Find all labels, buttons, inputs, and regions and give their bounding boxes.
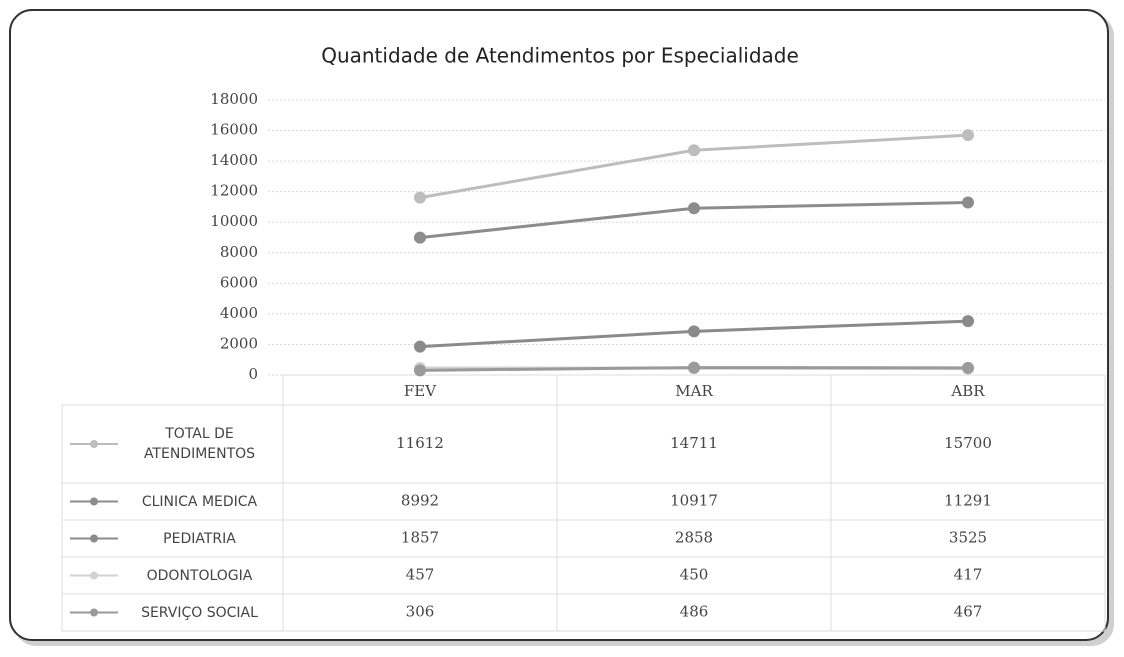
legend-key-marker: [90, 440, 98, 448]
point: [962, 361, 974, 374]
table-value: 11612: [396, 434, 444, 452]
x-tick-label: MAR: [675, 382, 713, 400]
legend-label: PEDIATRIA: [163, 530, 236, 547]
table-value: 8992: [401, 492, 439, 510]
legend-label: SERVIÇO SOCIAL: [141, 604, 258, 621]
y-tick-label: 6000: [220, 273, 258, 291]
point: [688, 144, 700, 157]
y-tick-label: 14000: [210, 151, 258, 169]
y-tick-label: 2000: [220, 334, 258, 352]
y-tick-label: 0: [248, 365, 258, 383]
y-tick-label: 18000: [210, 90, 258, 108]
y-tick-label: 16000: [210, 121, 258, 139]
point: [688, 202, 700, 215]
x-tick-label: FEV: [404, 382, 437, 400]
table-value: 306: [406, 603, 435, 621]
table-value: 15700: [944, 434, 992, 452]
legend-label: ODONTOLOGIA: [146, 567, 253, 584]
table-value: 3525: [949, 529, 987, 547]
y-tick-label: 12000: [210, 182, 258, 200]
legend-label-box: PEDIATRIA: [163, 530, 236, 547]
y-tick-label: 4000: [220, 304, 258, 322]
point: [962, 315, 974, 328]
legend-key-marker: [90, 497, 98, 506]
point: [688, 361, 700, 374]
table-value: 450: [680, 566, 709, 584]
table-value: 417: [954, 566, 983, 584]
point: [962, 196, 974, 209]
legend-label-box: ODONTOLOGIA: [146, 567, 253, 584]
legend-label-box: CLINICA MEDICA: [141, 493, 258, 510]
point: [414, 191, 426, 204]
legend-label: CLINICA MEDICA: [141, 493, 258, 510]
point: [688, 325, 700, 338]
y-tick-label: 8000: [220, 243, 258, 261]
legend-key-marker: [90, 571, 98, 580]
table-value: 11291: [944, 492, 992, 510]
y-tick-label: 10000: [210, 212, 258, 230]
point: [414, 340, 426, 353]
table-value: 1857: [401, 529, 439, 547]
point: [414, 364, 426, 377]
table-value: 486: [680, 603, 709, 621]
chart-title: Quantidade de Atendimentos por Especiali…: [321, 44, 799, 68]
legend-label-box: TOTAL DE ATENDIMENTOS: [143, 426, 256, 462]
table-value: 2858: [675, 529, 713, 547]
table-value: 10917: [670, 492, 718, 510]
point: [962, 129, 974, 142]
legend-key-marker: [90, 534, 98, 543]
table-value: 457: [406, 566, 435, 584]
point: [414, 231, 426, 244]
table-value: 14711: [670, 434, 718, 452]
legend-label: TOTAL DE ATENDIMENTOS: [143, 426, 256, 462]
x-tick-label: ABR: [950, 382, 985, 400]
table-value: 467: [954, 603, 983, 621]
legend-key-marker: [90, 608, 98, 617]
legend-label-box: SERVIÇO SOCIAL: [141, 604, 258, 621]
